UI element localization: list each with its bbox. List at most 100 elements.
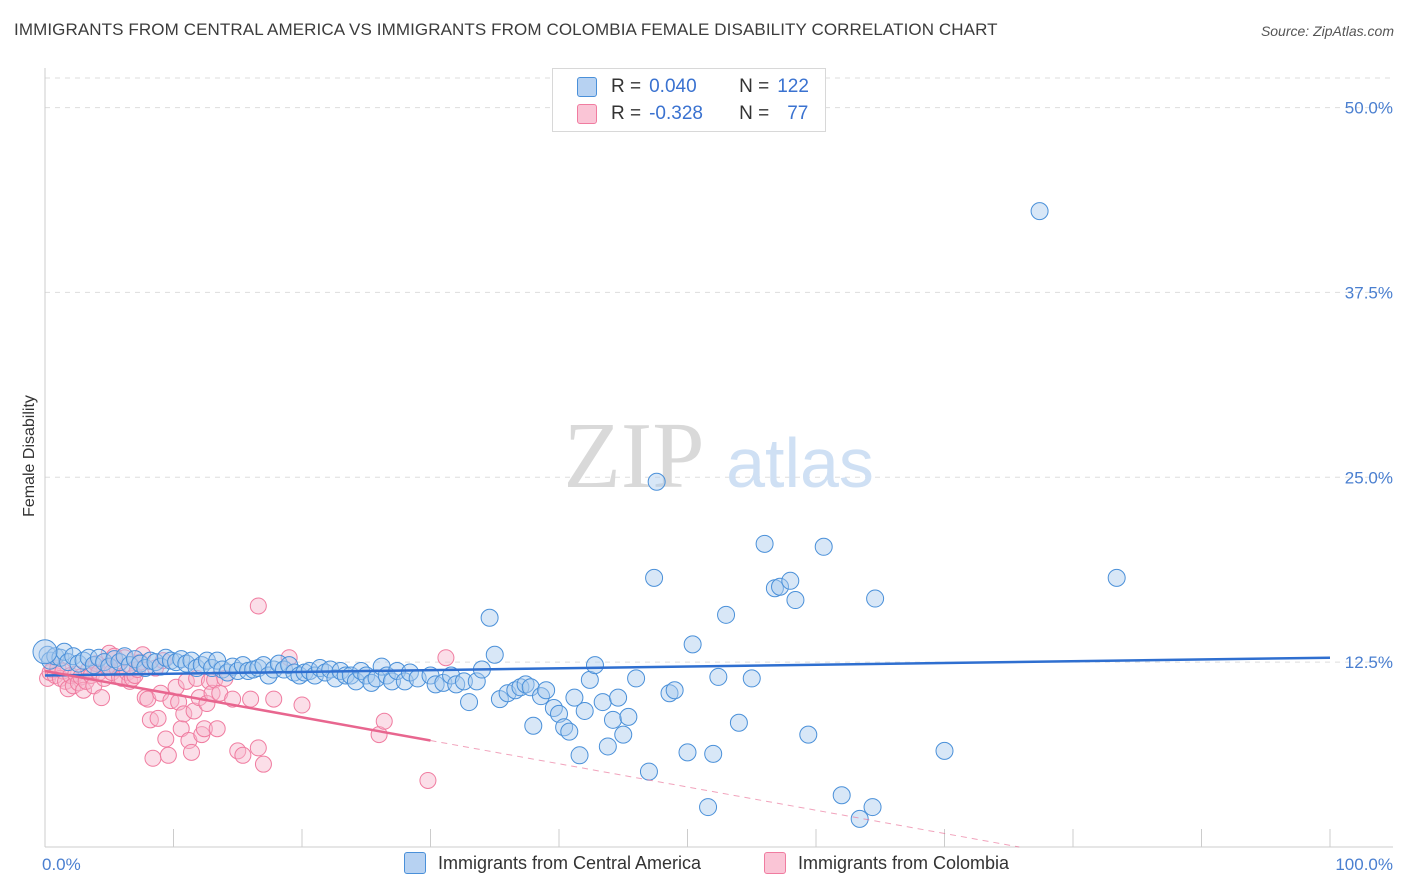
central-america-point <box>532 687 551 706</box>
central-america-point <box>678 743 697 762</box>
y-tick-label: 12.5% <box>1345 653 1393 672</box>
central-america-point <box>660 684 679 703</box>
central-america-point <box>544 698 563 717</box>
colombia-point <box>234 746 252 764</box>
colombia-point <box>437 649 455 667</box>
watermark-atlas: atlas <box>726 424 874 502</box>
central-america-point <box>1030 202 1049 221</box>
legend-r-value: 0.040 <box>649 76 697 97</box>
colombia-point <box>375 712 393 730</box>
colombia-point <box>254 755 272 773</box>
y-tick-labels: 12.5% 25.0% 37.5% 50.0% <box>1345 99 1393 673</box>
central-america-point <box>729 713 748 732</box>
central-america-point <box>647 472 666 491</box>
central-america-trend-line <box>44 656 1331 677</box>
central-america-point <box>619 707 638 726</box>
central-america-point <box>516 675 535 694</box>
central-america-point <box>683 635 702 654</box>
central-america-point <box>228 662 247 681</box>
central-america-point <box>382 672 401 691</box>
colombia-point <box>172 720 190 738</box>
legend-n-value: 122 <box>777 76 809 97</box>
colombia-point <box>293 696 311 714</box>
bottom-legend-label: Immigrants from Central America <box>438 852 702 873</box>
central-america-point <box>560 722 579 741</box>
central-america-point <box>156 648 175 667</box>
source-label: Source: ZipAtlas.com <box>1260 23 1394 39</box>
central-america-point <box>627 669 646 688</box>
central-america-point <box>645 568 664 587</box>
central-america-point <box>603 710 622 729</box>
colombia-point <box>93 689 111 707</box>
central-america-point <box>460 693 479 712</box>
colombia-point <box>100 644 118 662</box>
colombia-point <box>144 749 162 767</box>
colombia-point <box>249 739 267 757</box>
trend-lines <box>44 656 1331 848</box>
legend: R = 0.040 N = 122 R = -0.328 N = 77 <box>552 68 826 132</box>
colombia-point <box>419 771 437 789</box>
colombia-point <box>249 597 267 615</box>
central-america-point <box>935 741 954 760</box>
legend-row-colombia: R = -0.328 N = 77 <box>577 101 808 127</box>
central-america-point <box>511 678 530 697</box>
central-america-point <box>755 534 774 553</box>
colombia-point <box>208 720 226 738</box>
central-america-point <box>771 577 790 596</box>
bottom-legend-central-america: Immigrants from Central America <box>404 852 701 874</box>
legend-swatch-blue <box>577 77 597 97</box>
central-america-point <box>454 672 473 691</box>
colombia-points <box>39 597 455 789</box>
central-america-point <box>521 678 540 697</box>
y-tick-label: 25.0% <box>1345 468 1393 487</box>
colombia-point <box>149 709 167 727</box>
watermark-zip: ZIP <box>564 404 705 508</box>
central-america-point <box>786 591 805 610</box>
central-america-point <box>585 656 604 675</box>
legend-row-central-america: R = 0.040 N = 122 <box>577 74 809 100</box>
legend-r-label: R = <box>611 103 642 124</box>
central-america-point <box>32 639 58 665</box>
central-america-point <box>434 673 453 692</box>
central-america-point <box>850 809 869 828</box>
bottom-legend-swatch-pink <box>764 852 786 874</box>
central-america-point <box>506 681 525 700</box>
colombia-trend-line-extension <box>430 740 1020 848</box>
central-america-point <box>485 645 504 664</box>
colombia-point <box>229 742 247 760</box>
colombia-trend-line <box>44 669 431 742</box>
central-america-point <box>781 571 800 590</box>
central-america-point <box>665 681 684 700</box>
central-america-point <box>208 651 227 670</box>
y-tick-label: 50.0% <box>1345 99 1393 118</box>
central-america-point <box>799 725 818 744</box>
central-america-point <box>570 746 589 765</box>
central-america-point <box>699 798 718 817</box>
central-america-point <box>639 762 658 781</box>
central-america-point <box>717 605 736 624</box>
bottom-legend-swatch-blue <box>404 852 426 874</box>
grid-lines <box>45 77 1393 663</box>
central-america-point <box>1107 568 1126 587</box>
bottom-legend-label: Immigrants from Colombia <box>798 852 1010 873</box>
central-america-point <box>550 704 568 723</box>
colombia-point <box>195 720 213 738</box>
y-axis-label: Female Disability <box>21 395 38 517</box>
central-america-point <box>832 786 851 805</box>
y-tick-label: 37.5% <box>1345 283 1393 302</box>
colombia-point <box>185 702 203 720</box>
colombia-point <box>242 690 260 708</box>
colombia-point <box>159 746 177 764</box>
legend-r-value: -0.328 <box>649 103 703 124</box>
legend-swatch-pink <box>577 104 597 124</box>
central-america-point <box>709 667 728 686</box>
central-america-point <box>69 654 88 673</box>
central-america-point <box>524 716 543 735</box>
chart-title: IMMIGRANTS FROM CENTRAL AMERICA VS IMMIG… <box>14 20 998 39</box>
central-america-point <box>863 798 882 817</box>
legend-n-label: N = <box>739 103 770 124</box>
central-america-point <box>614 725 633 744</box>
colombia-point <box>175 705 193 723</box>
central-america-point <box>105 650 124 669</box>
